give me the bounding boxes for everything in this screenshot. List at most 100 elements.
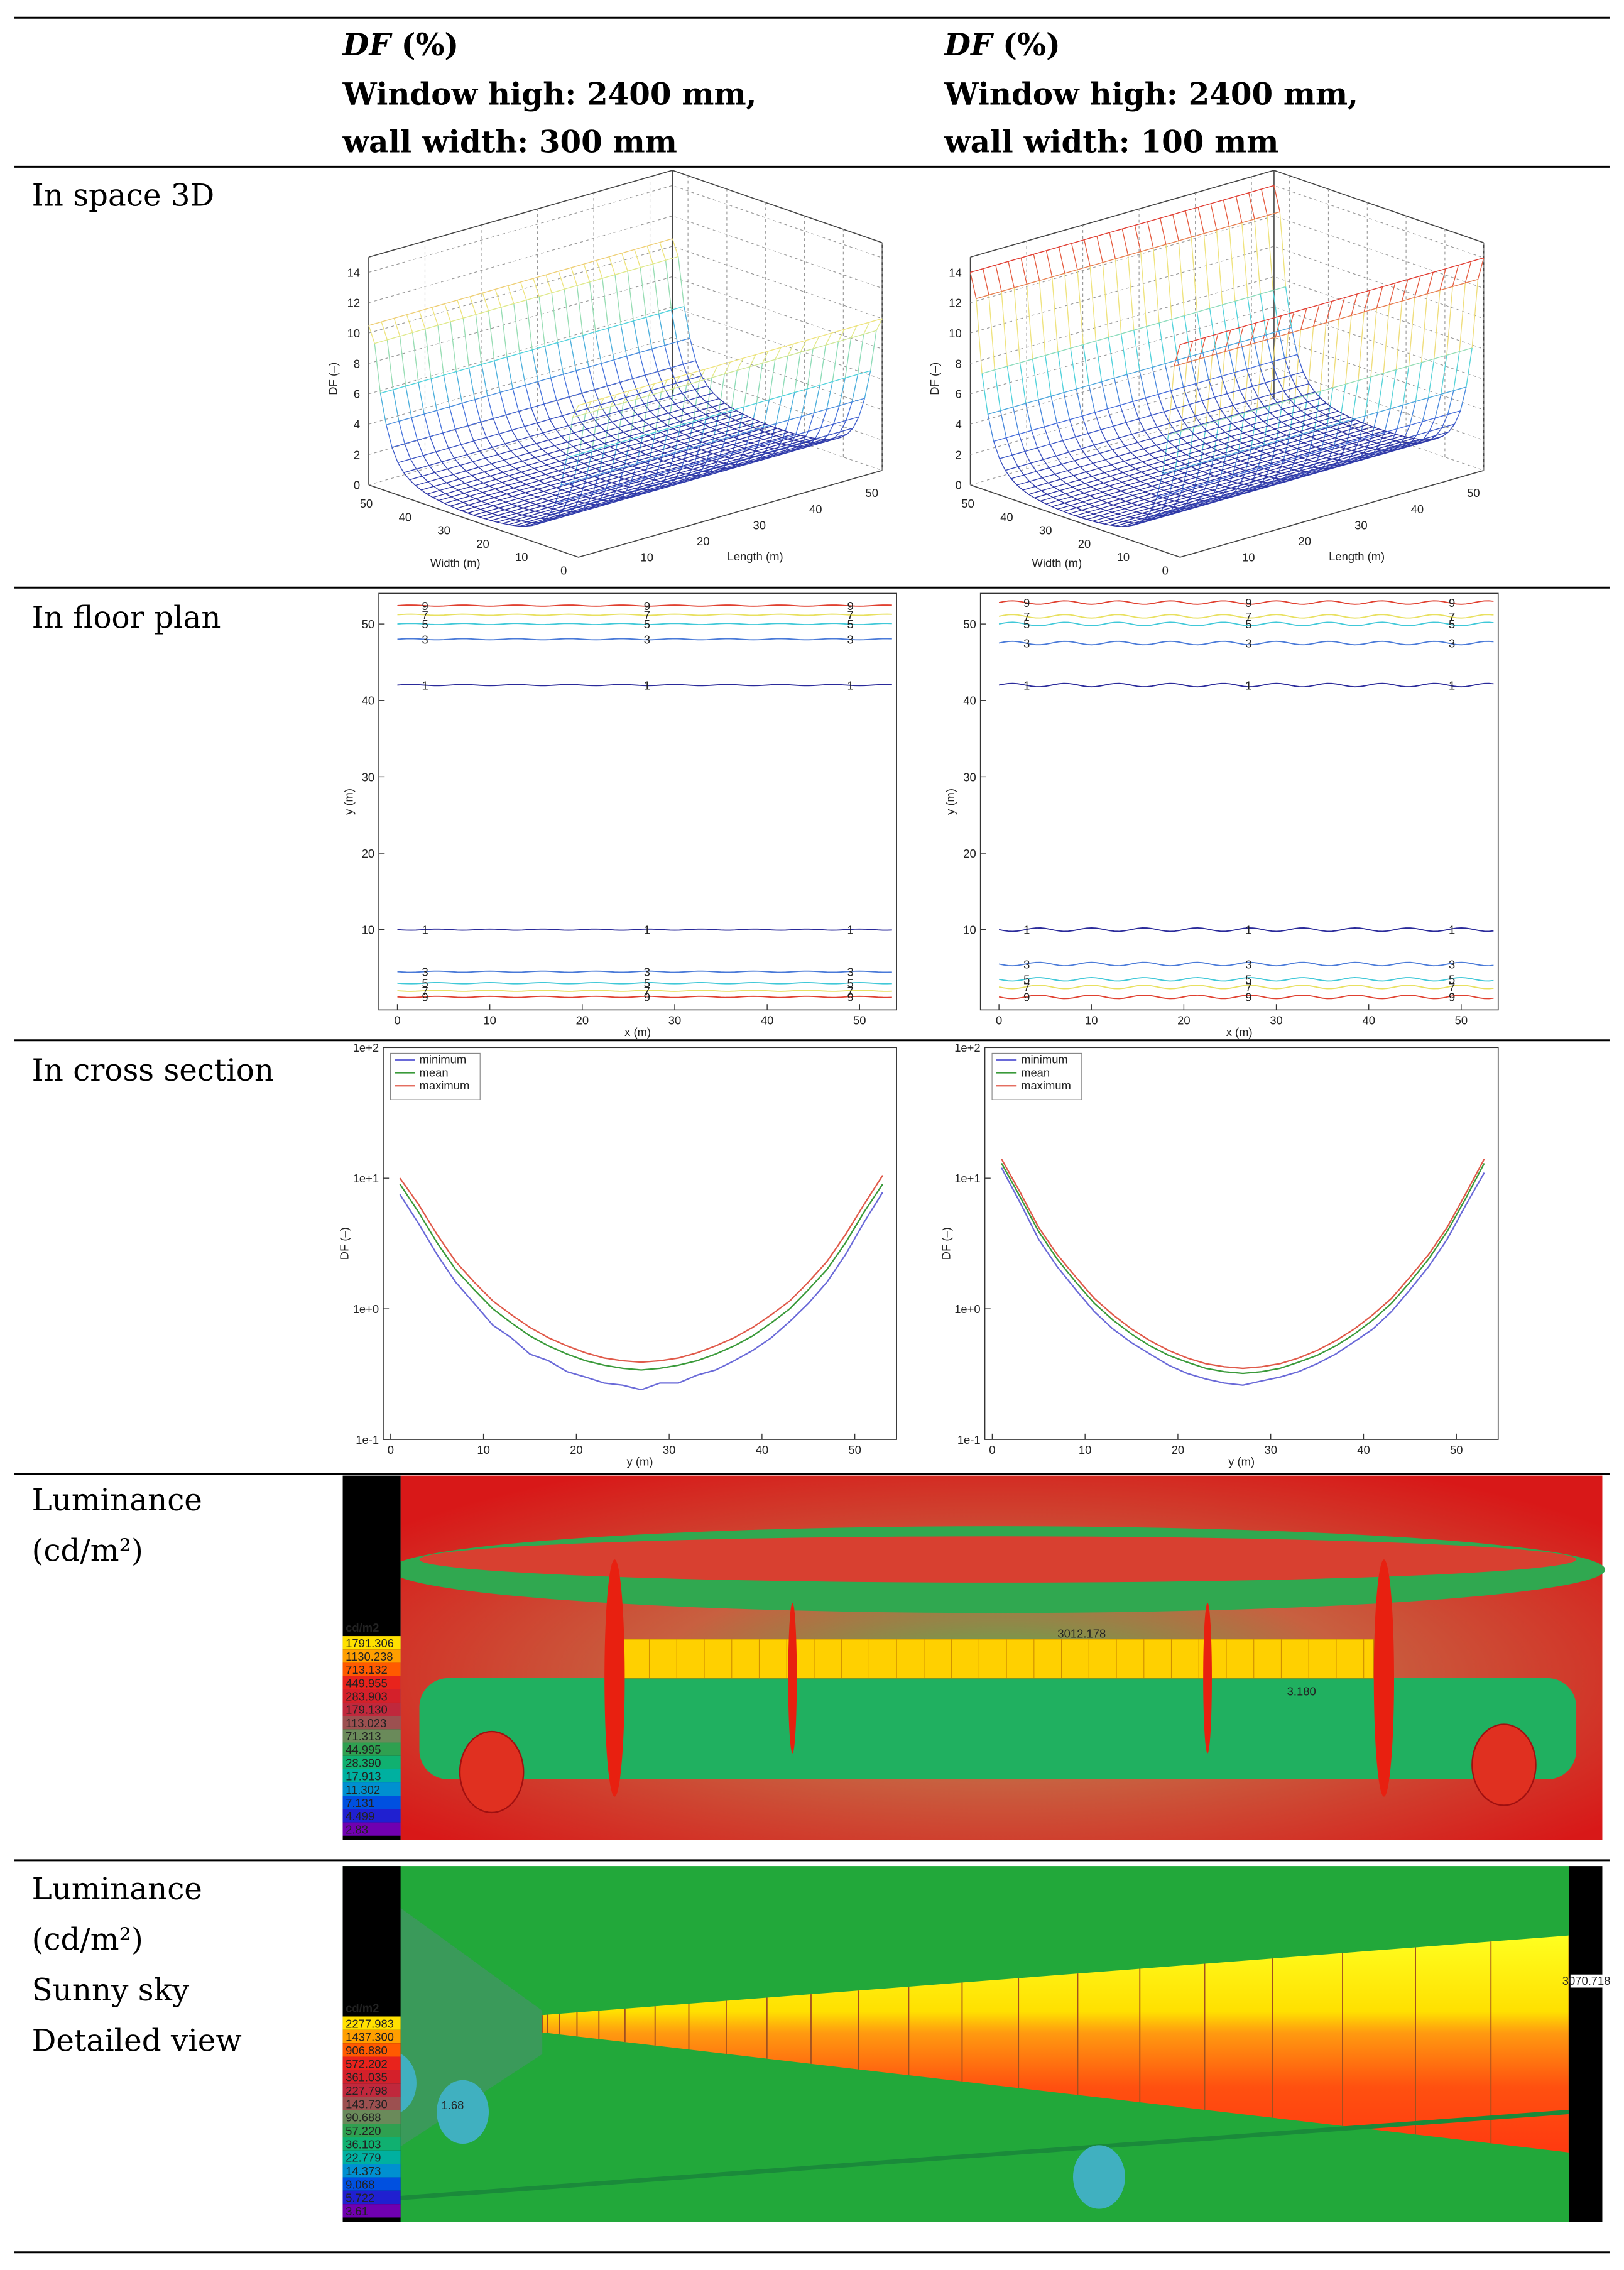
surface-line [1371, 412, 1378, 437]
surface-line [583, 263, 591, 282]
colorbar-cell [342, 1742, 401, 1756]
surface-line [1035, 486, 1042, 491]
surface-line [1152, 486, 1158, 489]
surface-line [1047, 482, 1054, 488]
x-tick-label: 20 [576, 1013, 589, 1027]
z-tick-label: 10 [347, 327, 360, 340]
surface-line [555, 494, 562, 498]
surface-line [1331, 417, 1338, 422]
surface-line [1057, 422, 1362, 510]
floor [419, 1678, 1577, 1779]
surface-line [611, 422, 618, 428]
surface-line [687, 400, 694, 407]
surface-line [572, 499, 579, 503]
surface-line [1096, 236, 1103, 263]
surface-line [1332, 407, 1339, 412]
surface-line [1116, 520, 1123, 522]
surface-line [1045, 355, 1052, 396]
x-tick-label: 10 [483, 1013, 496, 1027]
surface-line [434, 472, 441, 479]
surface-line [1233, 405, 1240, 414]
surface-line [1452, 265, 1459, 287]
surface-line [826, 381, 833, 410]
surface-line [747, 425, 753, 428]
surface-line [1100, 508, 1107, 511]
surface-line [572, 457, 579, 461]
column [604, 1559, 625, 1797]
surface-line [1164, 489, 1170, 493]
surface-line [1123, 461, 1130, 466]
x-tick-label: 10 [1079, 1443, 1091, 1456]
colorbar-cell [342, 2110, 401, 2124]
surface-line [1147, 474, 1153, 479]
surface-line [655, 416, 662, 422]
surface-line [1051, 276, 1059, 352]
surface-line [1307, 459, 1314, 462]
surface-line [1138, 497, 1145, 500]
surface-line [1330, 427, 1337, 430]
surface-line [1202, 471, 1209, 474]
surface-line [433, 486, 440, 491]
surface-line [738, 407, 744, 435]
surface-line [1222, 305, 1229, 346]
surface-line [1300, 410, 1307, 415]
surface-line [596, 260, 603, 279]
surface-line [635, 387, 643, 400]
surface-line [488, 310, 495, 361]
colorbar-cell [342, 1809, 401, 1823]
surface-line [1212, 489, 1219, 492]
surface-line [461, 403, 469, 426]
surface-line [496, 467, 503, 473]
surface-line [1203, 462, 1210, 466]
surface-line [1033, 254, 1040, 281]
surface-line [800, 340, 807, 353]
surface-line [1187, 490, 1194, 493]
surface-line [1058, 247, 1065, 274]
surface-line [758, 429, 765, 433]
axis-label: y (m) [342, 788, 356, 815]
surface-line [1466, 347, 1473, 388]
surface-line [651, 456, 658, 459]
contour-line [397, 604, 892, 607]
surface-line [1345, 448, 1352, 451]
surface-line [415, 398, 719, 486]
grid-line [970, 307, 1484, 395]
contour-label: 1 [1449, 679, 1455, 692]
surface-line [671, 310, 678, 342]
surface-line [633, 457, 640, 461]
surface-line [550, 378, 557, 401]
axis-label: DF (–) [939, 1227, 952, 1260]
surface-line [847, 427, 854, 435]
surface-line [1199, 450, 1205, 455]
surface-line [1185, 454, 1192, 459]
surface-line [1102, 491, 1109, 495]
surface-line [1304, 442, 1311, 445]
surface-line [1194, 491, 1200, 494]
surface-line [519, 353, 526, 386]
surface-line [1167, 454, 1174, 459]
surface-line [1121, 490, 1127, 494]
surface-line [1339, 447, 1346, 450]
axis-label: y (m) [944, 788, 957, 815]
surface-line [528, 509, 535, 512]
surface-line [1281, 422, 1288, 426]
surface-line [1148, 465, 1155, 469]
surface-line [678, 431, 685, 435]
surface-line [1134, 225, 1142, 252]
contour-label: 5 [1449, 973, 1455, 986]
surface-line [1289, 461, 1295, 464]
surface-line [876, 318, 883, 331]
surface-line [1295, 462, 1301, 466]
surface-line [693, 405, 700, 411]
surface-line [687, 461, 694, 464]
surface-line [466, 471, 472, 476]
surface-line [699, 464, 706, 466]
surface-line [1311, 436, 1317, 440]
surface-line [1072, 486, 1079, 491]
z-tick-label: 14 [347, 266, 360, 279]
surface-line [588, 474, 595, 477]
surface-line [436, 410, 444, 434]
row-label: In floor plan [32, 601, 221, 636]
surface-line [1256, 341, 1263, 410]
